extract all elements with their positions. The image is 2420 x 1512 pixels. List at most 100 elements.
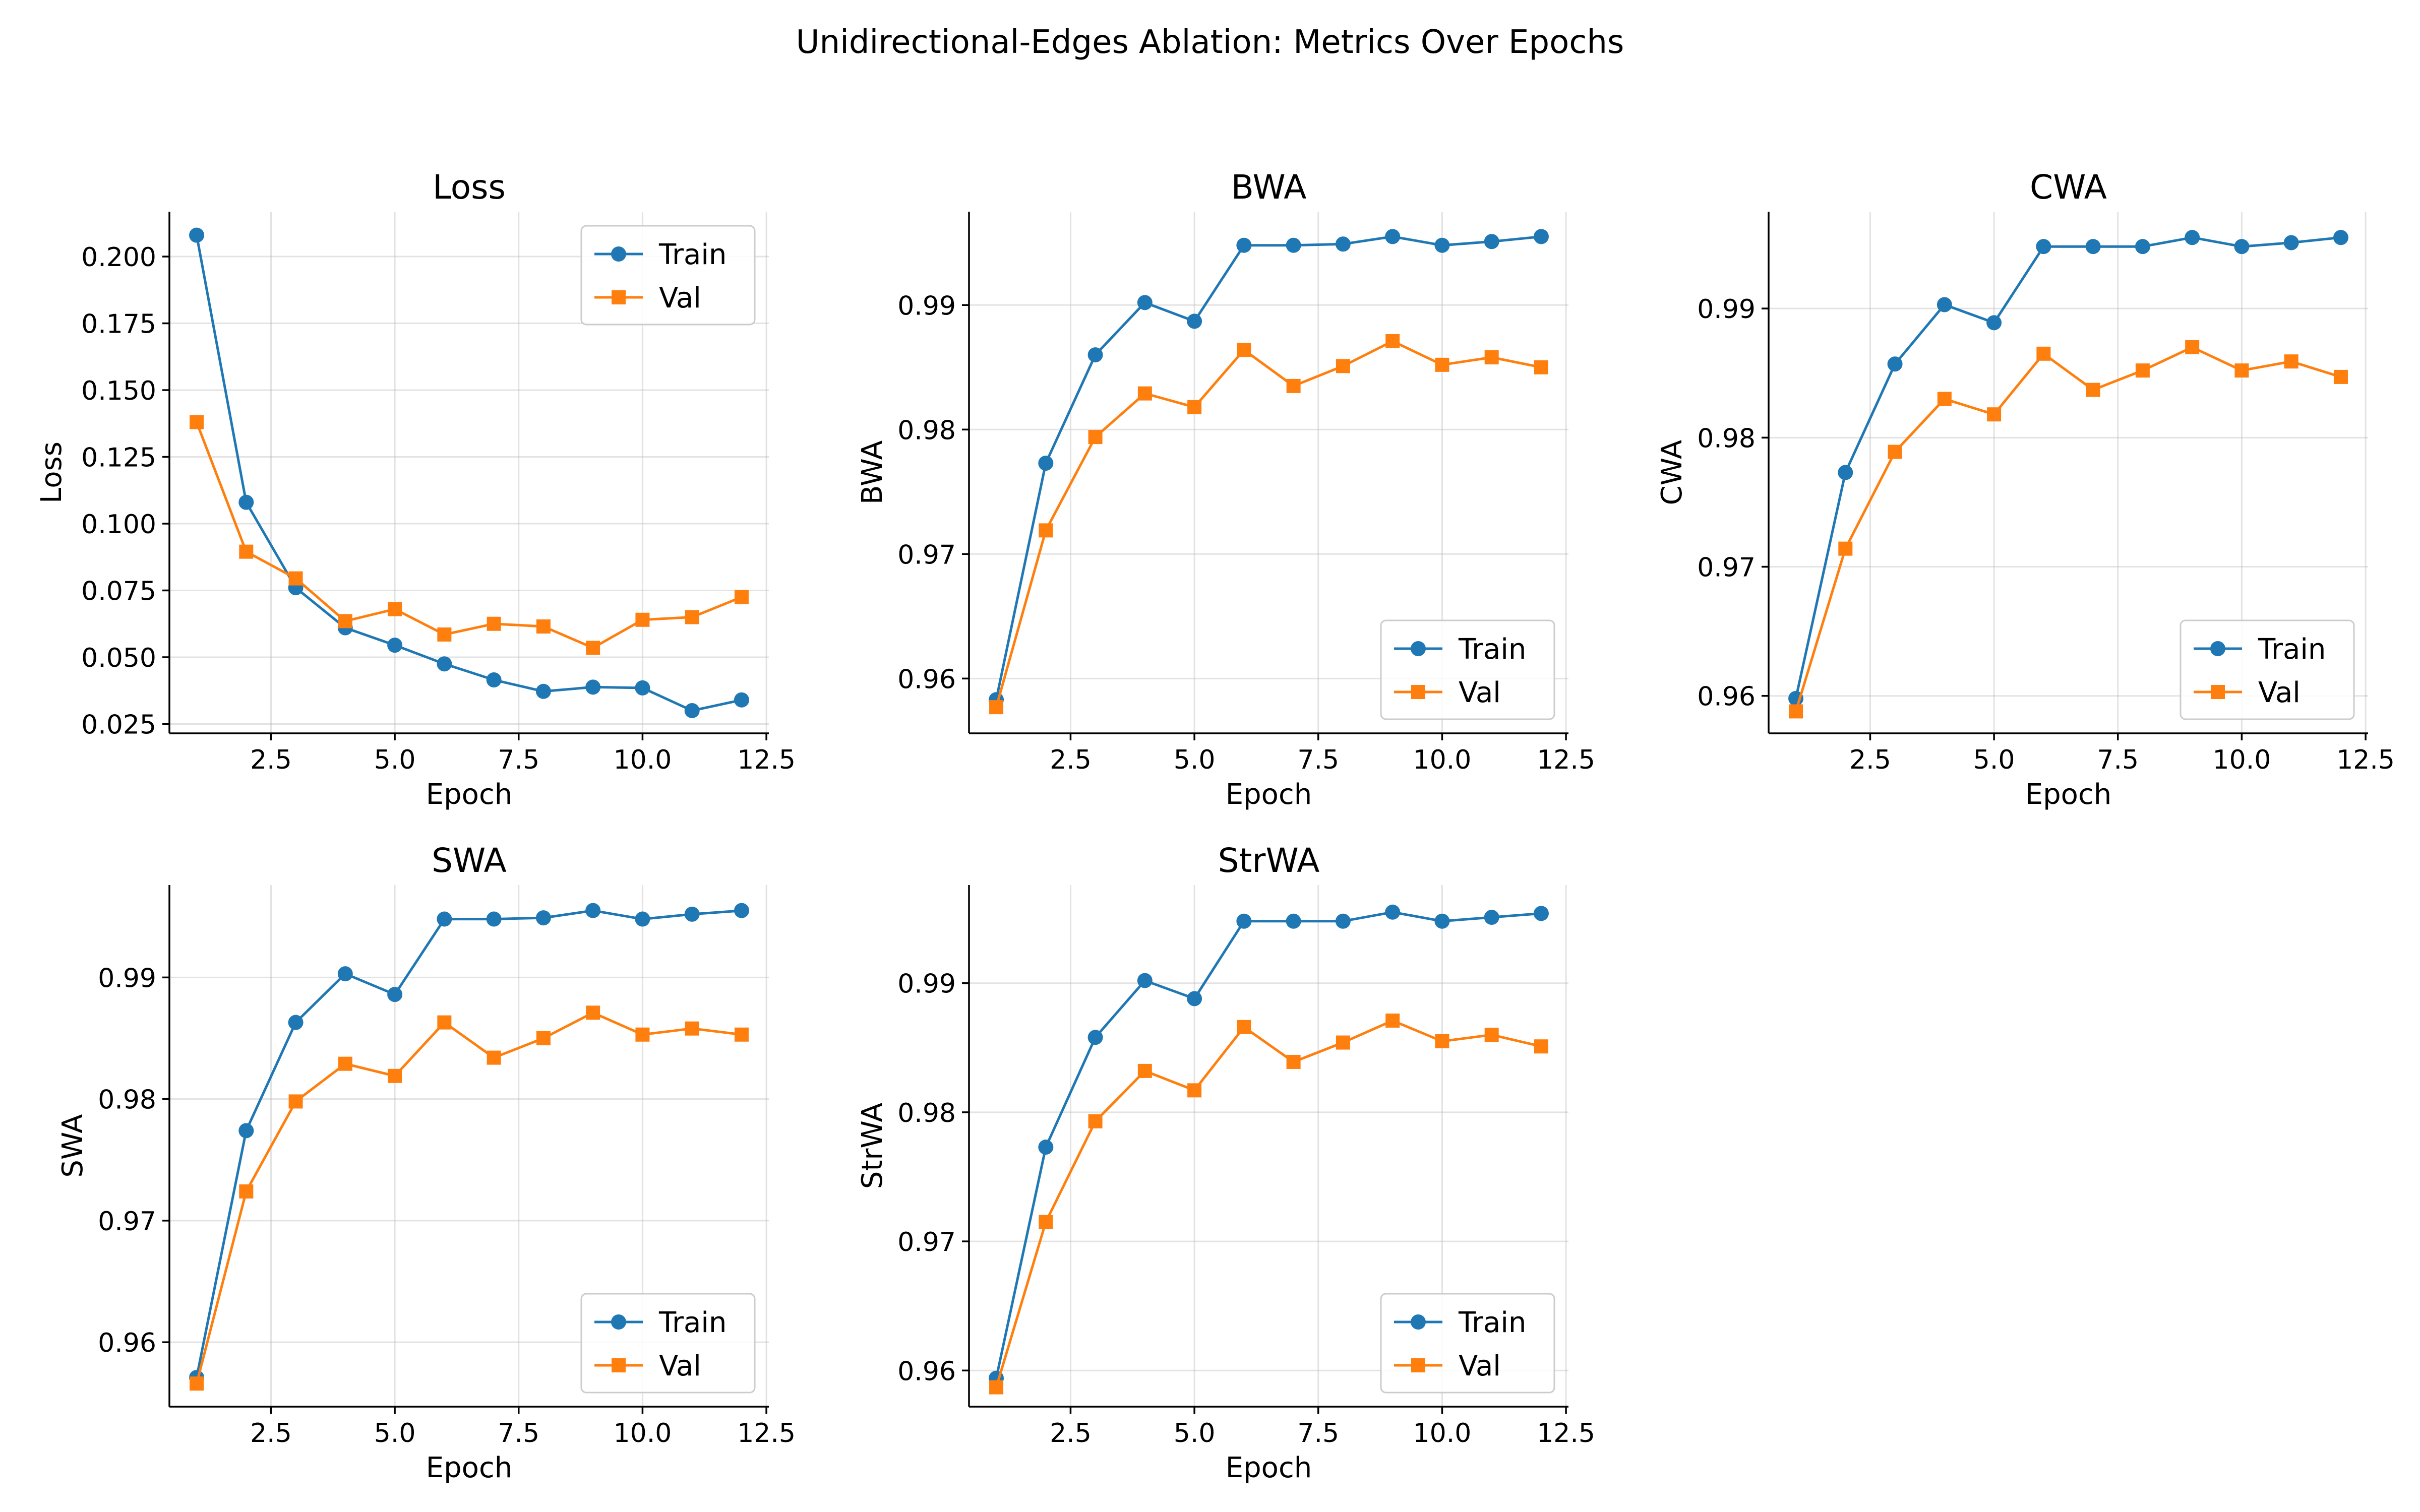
- data-point-val: [1286, 379, 1301, 393]
- data-point-val: [734, 1027, 749, 1042]
- data-point-val: [1137, 1063, 1152, 1078]
- legend: Train Val: [1380, 1293, 1555, 1394]
- series-train: [989, 229, 1549, 708]
- y-tick-label: 0.98: [1697, 423, 1756, 454]
- data-point-train: [2185, 230, 2200, 245]
- x-tick-label: 5.0: [1973, 745, 2015, 775]
- data-point-train: [387, 638, 403, 653]
- data-point-val: [2036, 346, 2051, 361]
- x-tick-label: 10.0: [614, 1418, 672, 1448]
- data-point-train: [684, 703, 700, 718]
- data-point-val: [1336, 359, 1350, 373]
- subplot-loss: 2.5 5.0 7.5 10.0 12.5 0.025 0.050 0.075 0.100 0.1…: [35, 168, 796, 811]
- data-point-val: [1937, 392, 1952, 406]
- data-point-train: [1335, 236, 1351, 252]
- x-tick-label: 5.0: [374, 745, 416, 775]
- data-point-train: [2234, 239, 2250, 255]
- data-point-train: [288, 1015, 304, 1030]
- subplot-bwa: 2.5 5.0 7.5 10.0 12.5 0.96 0.97 0.98 0.99 BWA Epoc…: [856, 168, 1595, 811]
- series-train: [1788, 230, 2348, 706]
- data-point-train: [1484, 234, 1499, 249]
- legend-marker-train: [1411, 1314, 1426, 1330]
- x-tick-label: 2.5: [1849, 745, 1891, 775]
- data-point-train: [1087, 347, 1103, 363]
- subplot-cwa: 2.5 5.0 7.5 10.0 12.5 0.96 0.97 0.98 0.99 CWA Epoc…: [1656, 168, 2395, 811]
- data-point-train: [1236, 913, 1252, 929]
- data-point-val: [190, 1376, 204, 1391]
- subplot-title: BWA: [1231, 168, 1307, 207]
- legend-label-val: Val: [659, 1350, 701, 1382]
- series-line-val: [995, 1019, 1542, 1388]
- series-train: [189, 903, 749, 1385]
- data-point-train: [734, 692, 749, 708]
- x-tick-label: 12.5: [2336, 745, 2395, 775]
- y-tick-label: 0.98: [897, 1098, 956, 1128]
- y-tick-label: 0.96: [897, 664, 956, 695]
- subplot-title: CWA: [2030, 168, 2107, 207]
- y-tick-label: 0.98: [897, 415, 956, 446]
- data-point-val: [685, 610, 699, 624]
- data-point-val: [1534, 360, 1548, 374]
- data-point-val: [1187, 400, 1202, 414]
- y-axis-label: Loss: [35, 442, 68, 503]
- y-tick-label: 0.150: [81, 376, 156, 406]
- legend-label-val: Val: [1459, 1350, 1501, 1382]
- data-point-train: [734, 903, 749, 918]
- x-axis-label: Epoch: [426, 778, 512, 811]
- data-point-val: [685, 1021, 699, 1036]
- data-point-val: [487, 1050, 501, 1065]
- legend-label-train: Train: [1458, 1306, 1526, 1339]
- data-point-val: [1237, 343, 1251, 357]
- y-tick-label: 0.98: [98, 1085, 156, 1115]
- x-tick-label: 7.5: [498, 1418, 539, 1448]
- data-point-train: [2333, 230, 2348, 245]
- data-point-train: [1838, 465, 1853, 480]
- data-point-val: [635, 1027, 650, 1042]
- data-point-val: [2284, 354, 2298, 369]
- series-val: [190, 1005, 749, 1391]
- subplot-swa: 2.5 5.0 7.5 10.0 12.5 0.96 0.97 0.98 0.99 SWA Epoc…: [56, 841, 796, 1484]
- data-point-val: [536, 619, 551, 634]
- data-point-val: [1088, 1114, 1103, 1128]
- legend: Train Val: [1380, 619, 1555, 720]
- data-point-val: [1039, 1215, 1053, 1229]
- data-point-train: [1937, 297, 1952, 312]
- x-tick-label: 2.5: [250, 1418, 292, 1448]
- data-point-train: [238, 1123, 254, 1139]
- x-tick-label: 2.5: [250, 745, 292, 775]
- legend: Train Val: [580, 225, 756, 326]
- data-point-val: [437, 627, 452, 642]
- data-point-val: [1088, 430, 1103, 445]
- x-tick-label: 7.5: [2097, 745, 2139, 775]
- data-point-train: [387, 987, 403, 1002]
- x-tick-label: 10.0: [2213, 745, 2271, 775]
- subplot-title: Loss: [433, 168, 506, 207]
- data-point-val: [338, 1056, 352, 1071]
- data-point-train: [1533, 229, 1549, 244]
- legend-marker-val: [612, 290, 626, 304]
- data-point-train: [1533, 906, 1549, 921]
- y-tick-label: 0.97: [1697, 553, 1756, 583]
- data-point-val: [635, 612, 650, 627]
- series-line-val: [995, 340, 1542, 708]
- data-point-train: [635, 680, 650, 696]
- legend-marker-val: [1411, 1358, 1425, 1372]
- data-point-val: [1187, 1083, 1202, 1098]
- data-point-train: [684, 906, 700, 922]
- subplot-grid: 2.5 5.0 7.5 10.0 12.5 0.025 0.050 0.075 0.100 0.1…: [35, 168, 2395, 1484]
- y-tick-label: 0.200: [81, 242, 156, 273]
- y-axis-label: BWA: [856, 440, 889, 505]
- data-point-train: [535, 683, 551, 699]
- data-point-val: [1385, 1013, 1400, 1028]
- data-point-train: [2085, 239, 2101, 255]
- legend-marker-val: [2211, 685, 2225, 699]
- data-point-val: [1534, 1039, 1548, 1054]
- data-point-val: [1789, 704, 1803, 719]
- legend-marker-train: [1411, 641, 1426, 656]
- legend-entry-val: Val: [1394, 676, 1501, 709]
- legend-entry-train: Train: [594, 1306, 727, 1339]
- series-line-train: [1794, 236, 2341, 699]
- data-point-train: [1187, 991, 1202, 1006]
- data-point-train: [535, 910, 551, 926]
- y-tick-label: 0.175: [81, 309, 156, 340]
